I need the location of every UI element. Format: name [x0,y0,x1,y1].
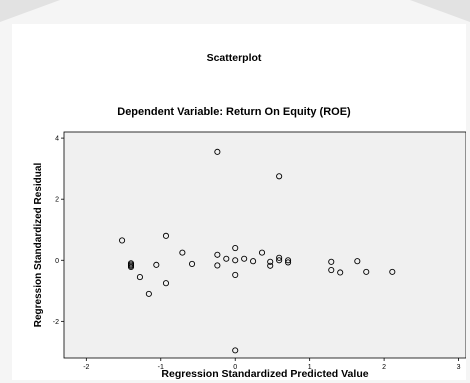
data-point [232,245,239,252]
data-point [232,347,239,354]
plot-area [63,131,466,359]
data-point [276,173,283,180]
data-point [363,268,370,275]
data-point [250,258,257,265]
data-point [214,251,221,258]
data-point [285,259,292,266]
data-point [127,263,135,271]
data-point [145,290,152,297]
data-point [136,274,143,281]
data-point [162,280,170,287]
data-point [232,271,239,278]
data-point [179,249,186,256]
data-point [267,262,274,269]
x-tick-label: 1 [308,364,312,371]
background-shape-right [410,0,470,22]
data-point [223,255,230,262]
x-tick-label: 3 [457,364,461,371]
chart-card: Scatterplot Dependent Variable: Return O… [12,24,466,380]
data-points [119,148,396,354]
data-point [285,257,292,264]
y-tick-label: 0 [55,258,59,265]
x-tick-label: 2 [382,364,386,371]
data-point [188,260,196,267]
y-tick-label: 4 [55,136,59,143]
data-point [354,258,361,265]
data-point [267,258,274,265]
data-point [214,148,221,155]
y-axis: -2 0 2 4 [53,136,64,326]
x-axis-label: Regression Standardized Predicted Value [161,368,368,380]
data-point [276,254,283,261]
background-shape-left [0,0,60,22]
x-tick-label: -2 [83,364,89,371]
data-point [328,258,335,265]
data-point [119,237,126,244]
data-point [214,262,221,269]
chart-title: Scatterplot [207,52,262,64]
data-point [328,266,335,274]
x-tick-label: -1 [158,364,164,371]
data-point [232,257,239,264]
data-point [162,232,170,239]
data-point [276,257,283,264]
x-tick-label: 0 [233,364,237,371]
data-point [241,255,248,262]
y-axis-label: Regression Standardized Residual [33,163,44,328]
y-tick-label: -2 [53,319,59,326]
x-axis: -2 -1 0 1 2 3 [83,358,461,371]
y-tick-label: 2 [55,197,59,204]
data-point [337,269,344,276]
chart-subtitle: Dependent Variable: Return On Equity (RO… [117,106,351,118]
data-point [389,268,396,275]
scatterplot-chart: Scatterplot Dependent Variable: Return O… [33,52,466,380]
data-point [258,249,266,256]
data-point [153,261,160,268]
